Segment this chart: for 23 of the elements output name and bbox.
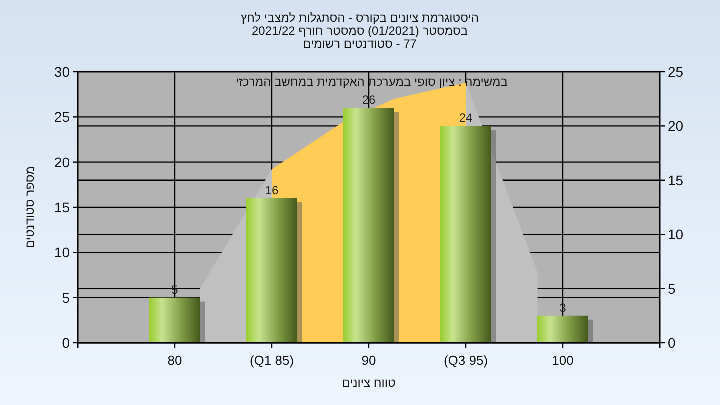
x-tick-label: (Q3 95) bbox=[444, 353, 488, 368]
y-tick-label: 30 bbox=[54, 64, 70, 80]
y2-tick-label: 25 bbox=[668, 64, 684, 80]
y-tick-label: 10 bbox=[54, 244, 70, 261]
y-tick-label: 25 bbox=[54, 109, 70, 126]
chart-title: היסטוגרמת ציונים בקורס - הסתגלות למצבי לחץ bbox=[241, 11, 479, 25]
y2-tick-label: 5 bbox=[668, 280, 676, 297]
x-tick-label: (Q1 85) bbox=[250, 353, 294, 368]
y2-tick-label: 10 bbox=[668, 226, 684, 243]
chart-subtitle: בסמסטר (01/2021) סמסטר חורף 2021/22 77 - סטודנטים רשומים bbox=[252, 24, 468, 51]
x-tick-label: 90 bbox=[362, 353, 376, 368]
y-tick-label: 15 bbox=[54, 200, 70, 216]
data-label: 16 bbox=[265, 183, 279, 198]
y2-tick-label: 0 bbox=[668, 335, 676, 351]
y-tick-label: 20 bbox=[54, 154, 70, 170]
y-tick-label: 5 bbox=[62, 290, 70, 306]
y-tick-label: 0 bbox=[62, 335, 70, 351]
y2-tick-label: 15 bbox=[668, 172, 684, 188]
y2-tick-label: 20 bbox=[668, 118, 684, 134]
x-axis-title: טווח ציונים bbox=[342, 376, 396, 390]
x-tick-label: 80 bbox=[168, 353, 182, 368]
y-axis-title: מספר סטודנטים bbox=[23, 166, 37, 249]
x-tick-label: 100 bbox=[552, 353, 574, 368]
